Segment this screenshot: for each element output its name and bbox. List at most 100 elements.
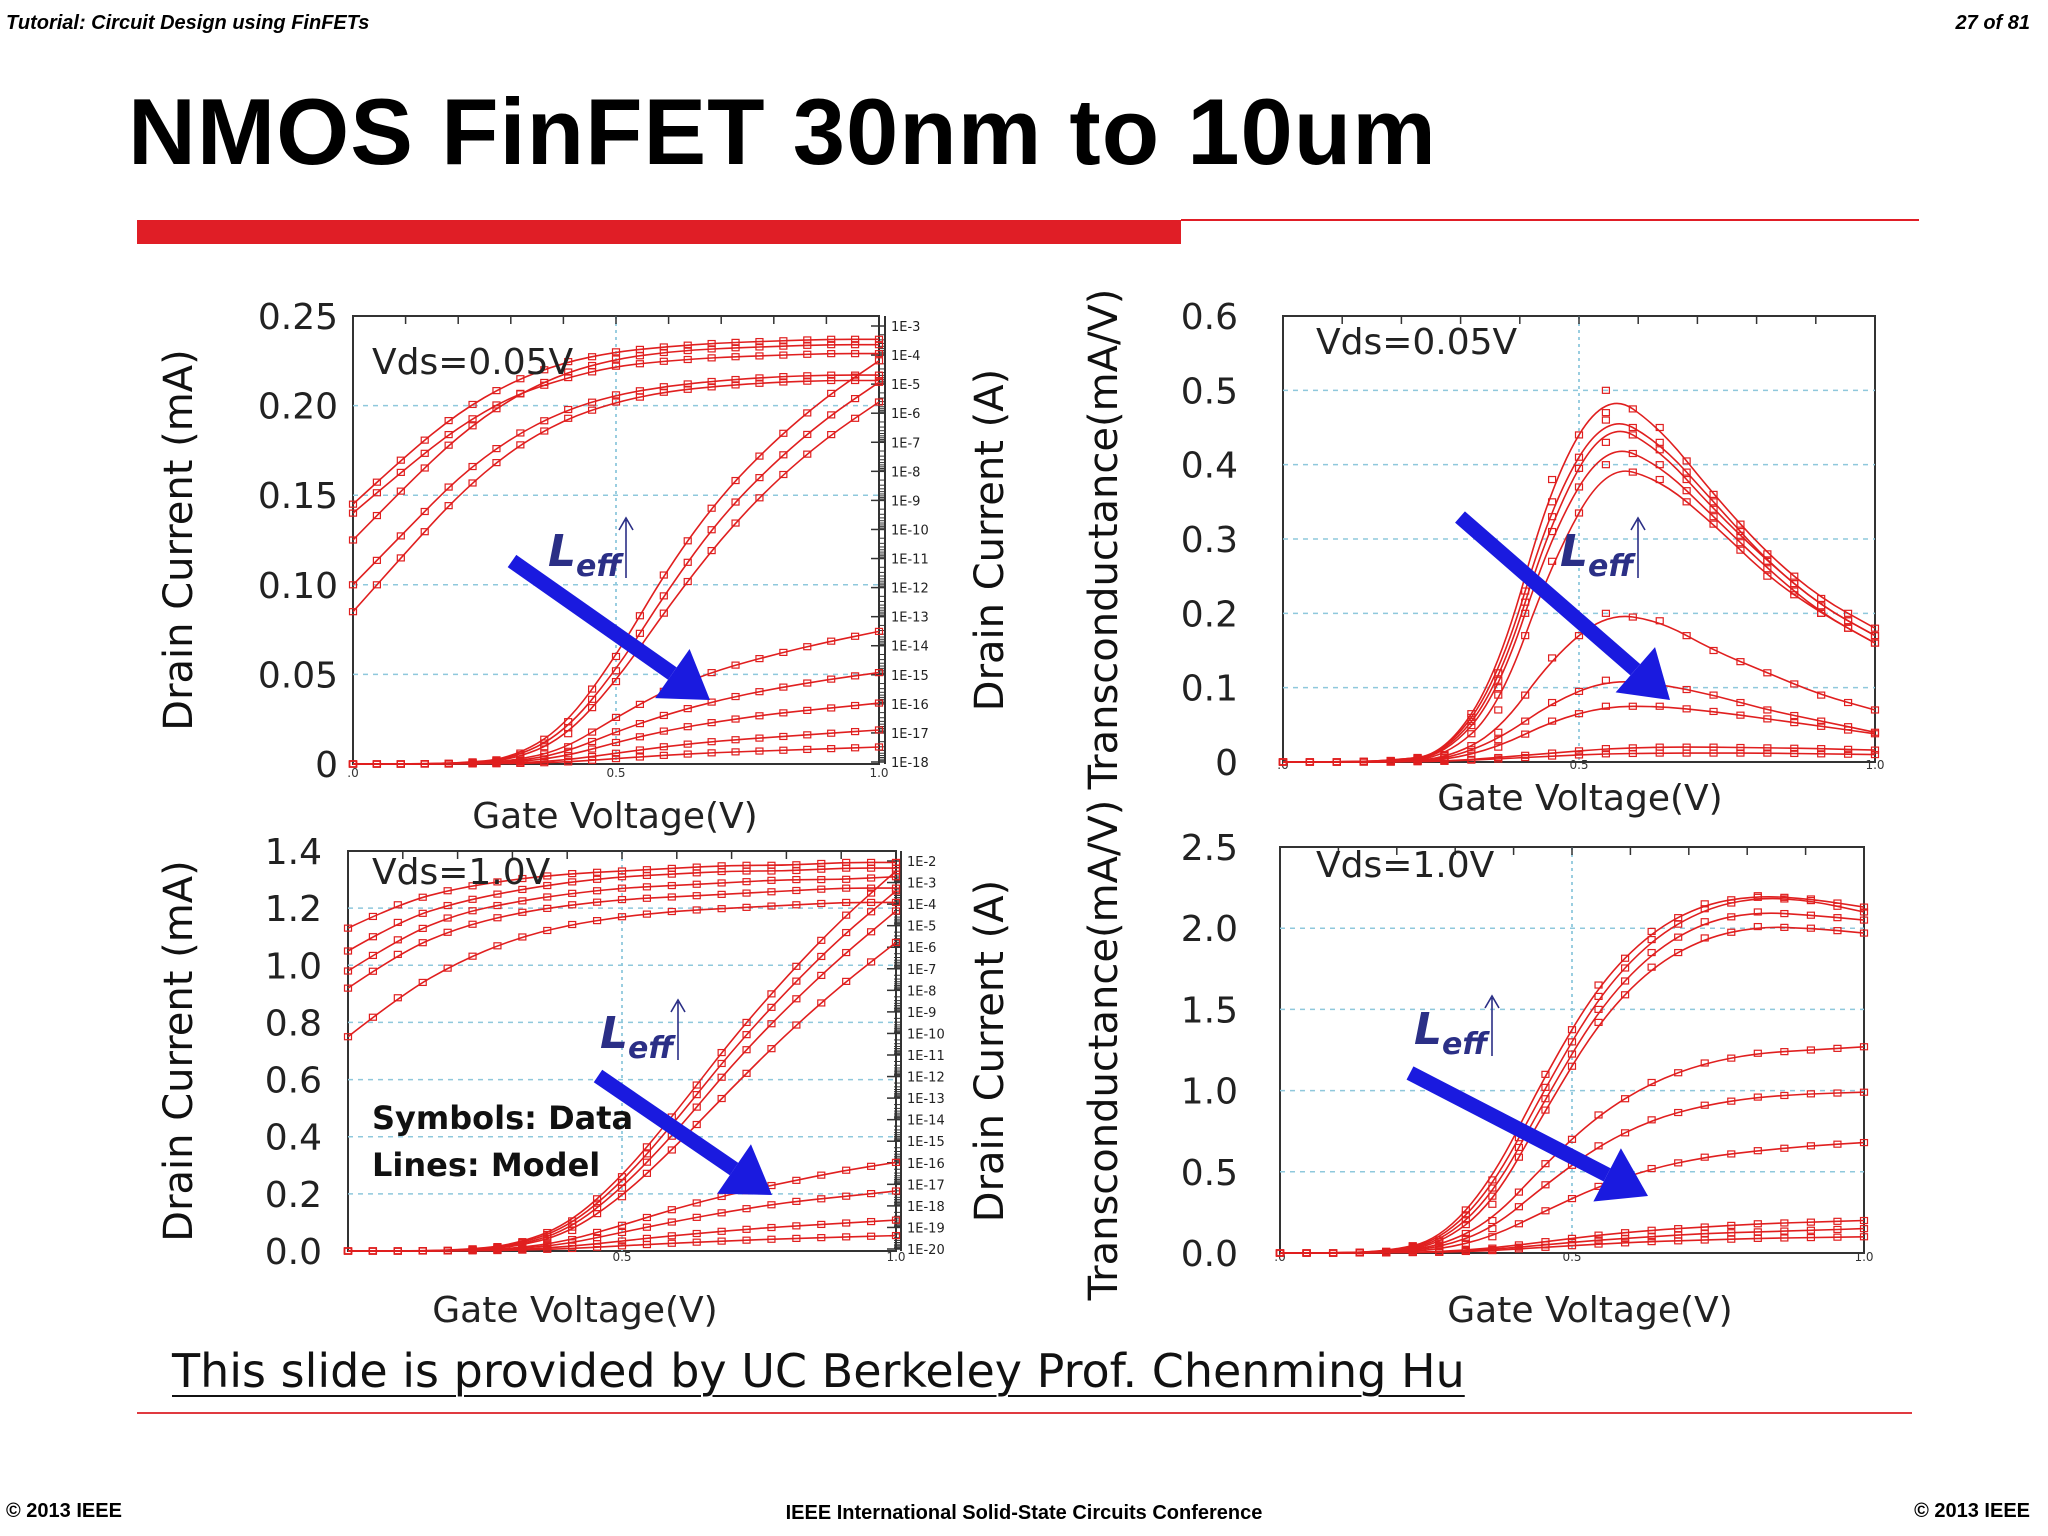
series-marker <box>418 909 427 917</box>
y-tick-label: 0.5 <box>1181 1153 1238 1194</box>
series-marker <box>1753 1049 1762 1057</box>
series-marker <box>1567 1062 1577 1070</box>
series-marker <box>1382 1249 1391 1257</box>
series-marker <box>866 1189 876 1198</box>
series-marker <box>418 893 427 901</box>
series-marker <box>443 887 452 895</box>
series-marker <box>1806 1218 1816 1226</box>
credit-link[interactable]: This slide is provided by UC Berkeley Pr… <box>172 1344 1465 1398</box>
series-marker <box>1594 1240 1603 1248</box>
series-marker <box>468 1247 477 1255</box>
vds-annotation: Vds=1.0V <box>372 852 551 893</box>
right-tick-label: 1E-4 <box>907 898 936 913</box>
series-marker <box>443 928 452 936</box>
series-marker <box>1753 1147 1762 1155</box>
series-marker <box>492 387 501 395</box>
series-marker <box>543 1235 552 1243</box>
series-marker <box>767 902 776 910</box>
series-marker <box>1736 711 1745 719</box>
vds-annotation: Vds=0.05V <box>1316 322 1518 363</box>
series-marker <box>1859 1216 1869 1225</box>
series-marker <box>803 372 812 380</box>
series-marker <box>767 1045 776 1053</box>
series-marker <box>1547 654 1557 662</box>
series-marker <box>1780 1091 1789 1100</box>
series-marker <box>891 887 901 895</box>
series-line <box>352 352 879 514</box>
series-marker <box>372 478 382 486</box>
y-tick-label: 0 <box>1215 743 1238 784</box>
series-marker <box>842 1192 851 1200</box>
series-marker <box>635 393 645 401</box>
series-marker <box>1647 1233 1656 1241</box>
series-marker <box>635 360 645 368</box>
series-marker <box>1753 1093 1762 1101</box>
series-marker <box>779 470 788 479</box>
series-marker <box>1709 646 1718 655</box>
series-marker <box>1547 475 1557 484</box>
log-scale-series <box>343 858 901 932</box>
right-tick-label: 1E-15 <box>891 669 929 684</box>
series-marker <box>667 870 676 878</box>
series-marker <box>1674 933 1683 941</box>
series-marker <box>850 672 860 680</box>
series-marker <box>692 1120 701 1129</box>
series-marker <box>348 509 358 517</box>
series-marker <box>692 1199 701 1207</box>
leff-main: L <box>1560 526 1588 577</box>
series-marker <box>792 1021 801 1029</box>
series-marker <box>587 737 597 746</box>
series-marker <box>1859 929 1869 937</box>
series-marker <box>1709 505 1718 513</box>
series-marker <box>742 1046 751 1054</box>
series-marker <box>1674 920 1683 928</box>
series-marker <box>1541 1160 1550 1168</box>
series-marker <box>468 415 477 423</box>
series-marker <box>368 912 378 921</box>
series-marker <box>1817 691 1826 699</box>
series-marker <box>396 468 405 476</box>
series-marker <box>779 351 788 359</box>
series-marker <box>1806 1046 1816 1054</box>
series-marker <box>1521 753 1530 762</box>
trend-arrow-shaft <box>593 1069 739 1176</box>
series-marker <box>779 378 788 386</box>
series-marker <box>420 449 429 457</box>
title-accent-line <box>1181 219 1919 221</box>
series-marker <box>842 1166 851 1174</box>
series-marker <box>642 883 652 891</box>
series-marker <box>1870 706 1880 714</box>
series-marker <box>540 743 549 751</box>
series-marker <box>1494 755 1503 763</box>
y-axis-label: Drain Current (mA) <box>156 860 202 1241</box>
series-marker <box>1806 1090 1816 1098</box>
series-marker <box>1790 591 1799 599</box>
leff-sub: eff <box>628 1031 676 1066</box>
series-marker <box>1817 609 1826 617</box>
series-marker <box>827 411 836 419</box>
series-marker <box>659 609 668 617</box>
series-marker <box>1780 1234 1789 1242</box>
series-marker <box>587 728 597 736</box>
leff-main: L <box>1414 1004 1442 1055</box>
y-tick-label: 0.2 <box>1181 594 1238 635</box>
series-marker <box>1780 1144 1789 1152</box>
series-marker <box>874 371 884 379</box>
series-marker <box>692 906 701 914</box>
series-marker <box>635 629 645 637</box>
series-marker <box>1709 520 1718 528</box>
series-marker <box>492 459 501 467</box>
series-marker <box>1647 1164 1656 1173</box>
y-tick-label: 0.6 <box>265 1061 322 1102</box>
transconductance-series <box>1278 749 1880 766</box>
series-marker <box>587 704 597 712</box>
series-marker <box>659 348 668 357</box>
series-marker <box>635 352 645 360</box>
series-marker <box>1859 1088 1869 1096</box>
vds-annotation: Vds=1.0V <box>1316 845 1495 886</box>
series-marker <box>792 1234 801 1243</box>
series-marker <box>755 452 764 460</box>
right-tick-label: 1E-2 <box>907 855 936 870</box>
series-marker <box>1806 924 1816 932</box>
series-marker <box>1601 702 1611 710</box>
